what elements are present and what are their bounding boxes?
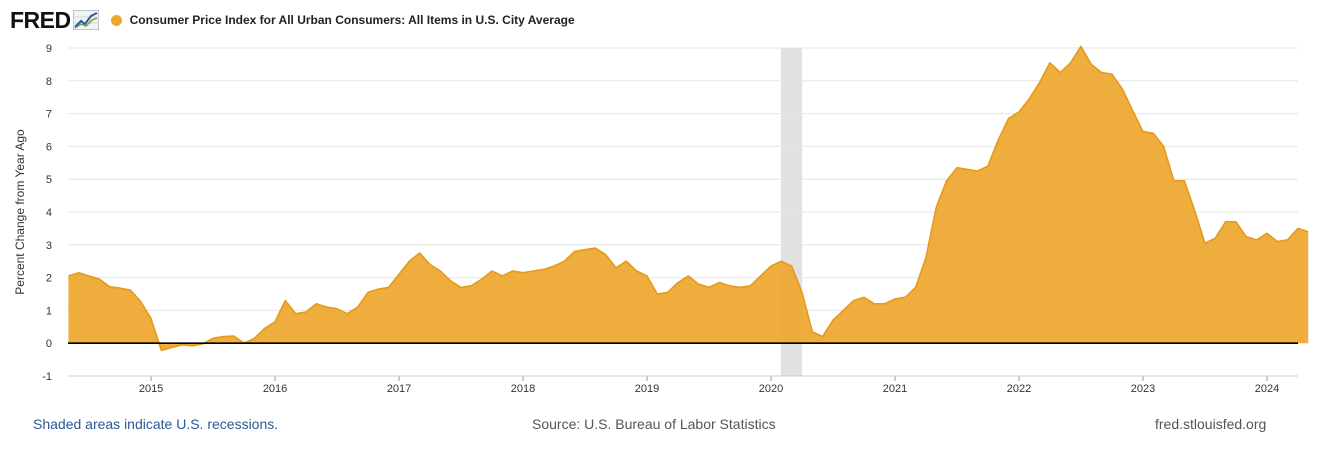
chart-header: FRED Consumer Price Index for All Urban …: [10, 6, 575, 34]
y-tick-label-9: 9: [46, 43, 52, 55]
x-tick-label-2021: 2021: [883, 383, 907, 395]
y-tick-label-1: 1: [46, 305, 52, 317]
cpi-chart: -1 0 1 2 3 4 5 6 7 8 9 2015 2016 2017 2018 2019 2020 2021…: [13, 43, 1309, 395]
legend-label[interactable]: Consumer Price Index for All Urban Consu…: [129, 13, 575, 27]
recession-note-link[interactable]: Shaded areas indicate U.S. recessions.: [33, 416, 279, 432]
series-area-0: [68, 46, 1309, 351]
x-tick-label-2022: 2022: [1007, 383, 1031, 395]
y-tick-label-4: 4: [46, 207, 52, 219]
y-tick-label-8: 8: [46, 76, 52, 88]
y-axis-title: Percent Change from Year Ago: [13, 129, 27, 295]
x-tick-label-2023: 2023: [1131, 383, 1155, 395]
y-tick-label-0: 0: [46, 338, 52, 350]
x-tick-label-2024: 2024: [1255, 383, 1279, 395]
y-tick-label-3: 3: [46, 240, 52, 252]
x-tick-label-2015: 2015: [139, 383, 163, 395]
axis-layer: -1 0 1 2 3 4 5 6 7 8 9 2015 2016 2017 2018 2019 2020 2021…: [42, 43, 1298, 395]
legend-marker: [110, 14, 122, 26]
series-layer: [68, 45, 1309, 352]
series-line-0: [68, 45, 1309, 352]
site-link[interactable]: fred.stlouisfed.org: [1155, 416, 1267, 432]
x-tick-label-2019: 2019: [635, 383, 659, 395]
y-tick-label-6: 6: [46, 141, 52, 153]
y-tick-label-5: 5: [46, 174, 52, 186]
x-tick-label-2017: 2017: [387, 383, 411, 395]
fred-logo[interactable]: FRED: [10, 6, 71, 33]
x-tick-label-2020: 2020: [759, 383, 783, 395]
y-tick-label--1: -1: [42, 371, 52, 383]
x-tick-label-2016: 2016: [263, 383, 287, 395]
x-tick-label-2018: 2018: [511, 383, 535, 395]
y-tick-label-2: 2: [46, 273, 52, 285]
y-tick-label-7: 7: [46, 109, 52, 121]
source-text: Source: U.S. Bureau of Labor Statistics: [532, 416, 776, 432]
line-chart-icon: [72, 10, 99, 30]
